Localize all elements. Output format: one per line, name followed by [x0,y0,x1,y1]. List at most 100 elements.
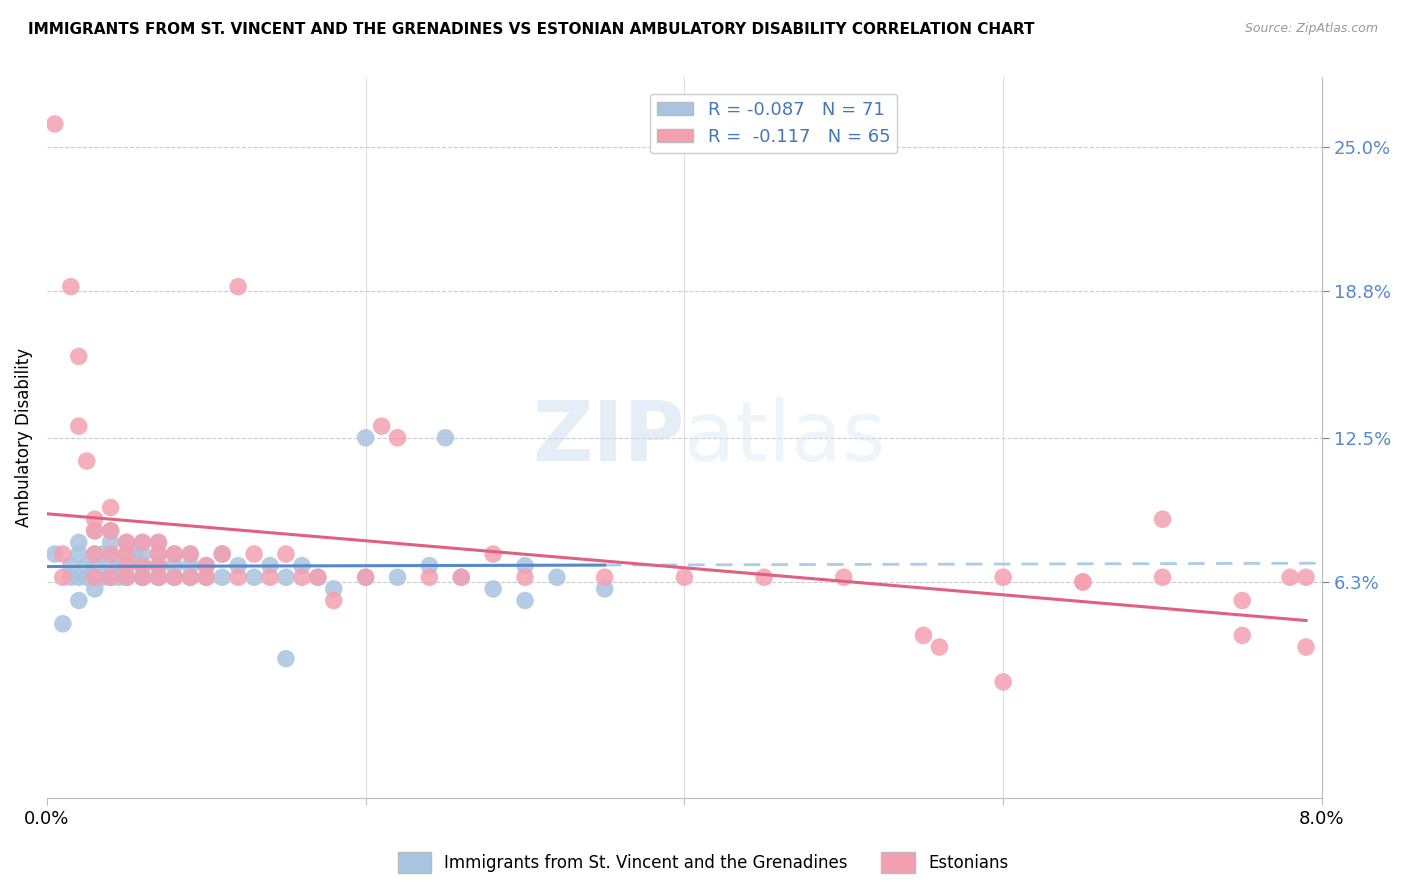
Point [163,570,186,584]
Point [67,350,90,364]
Point [59,558,82,573]
Point [387,431,409,445]
Point [91,570,114,584]
Point [418,558,440,573]
Point [44,547,66,561]
Point [354,570,377,584]
Point [83,512,105,526]
Point [52,570,75,584]
Point [513,593,536,607]
Point [148,570,170,584]
Point [163,547,186,561]
Point [179,558,201,573]
Point [243,547,266,561]
Point [195,570,218,584]
Point [307,570,329,584]
Point [274,570,297,584]
Point [107,570,129,584]
Point [195,558,218,573]
Point [195,558,218,573]
Point [44,117,66,131]
Point [211,570,233,584]
Point [131,547,153,561]
Point [1071,574,1094,589]
Point [1152,570,1174,584]
Point [67,547,90,561]
Point [148,547,170,561]
Point [100,524,122,538]
Y-axis label: Ambulatory Disability: Ambulatory Disability [15,348,32,527]
Point [115,535,138,549]
Point [991,674,1014,689]
Point [52,547,75,561]
Point [83,524,105,538]
Point [1295,640,1317,654]
Point [226,558,249,573]
Point [131,535,153,549]
Point [107,558,129,573]
Point [83,547,105,561]
Point [163,558,186,573]
Legend: R = -0.087   N = 71, R =  -0.117   N = 65: R = -0.087 N = 71, R = -0.117 N = 65 [650,94,897,153]
Point [482,582,505,596]
Point [322,593,344,607]
Point [115,570,138,584]
Point [115,558,138,573]
Point [243,570,266,584]
Point [100,524,122,538]
Point [83,547,105,561]
Point [195,570,218,584]
Point [387,570,409,584]
Point [482,547,505,561]
Point [354,431,377,445]
Text: Source: ZipAtlas.com: Source: ZipAtlas.com [1244,22,1378,36]
Point [100,547,122,561]
Point [115,547,138,561]
Point [67,570,90,584]
Point [67,593,90,607]
Point [211,547,233,561]
Point [274,651,297,665]
Point [148,535,170,549]
Point [211,547,233,561]
Point [100,570,122,584]
Point [450,570,472,584]
Point [148,535,170,549]
Point [546,570,568,584]
Point [513,570,536,584]
Point [291,558,314,573]
Point [832,570,855,584]
Point [100,500,122,515]
Point [131,570,153,584]
Point [67,535,90,549]
Point [76,570,98,584]
Point [100,558,122,573]
Point [1279,570,1302,584]
Point [76,454,98,468]
Point [148,558,170,573]
Point [131,570,153,584]
Text: atlas: atlas [685,397,886,478]
Point [52,616,75,631]
Point [163,547,186,561]
Point [115,558,138,573]
Point [83,570,105,584]
Point [991,570,1014,584]
Point [100,570,122,584]
Point [115,570,138,584]
Point [593,570,616,584]
Text: ZIP: ZIP [531,397,685,478]
Point [179,547,201,561]
Point [179,570,201,584]
Point [1232,628,1254,642]
Point [100,535,122,549]
Point [115,535,138,549]
Point [912,628,935,642]
Point [67,419,90,434]
Point [163,570,186,584]
Point [418,570,440,584]
Point [434,431,457,445]
Point [226,279,249,293]
Point [450,570,472,584]
Point [226,570,249,584]
